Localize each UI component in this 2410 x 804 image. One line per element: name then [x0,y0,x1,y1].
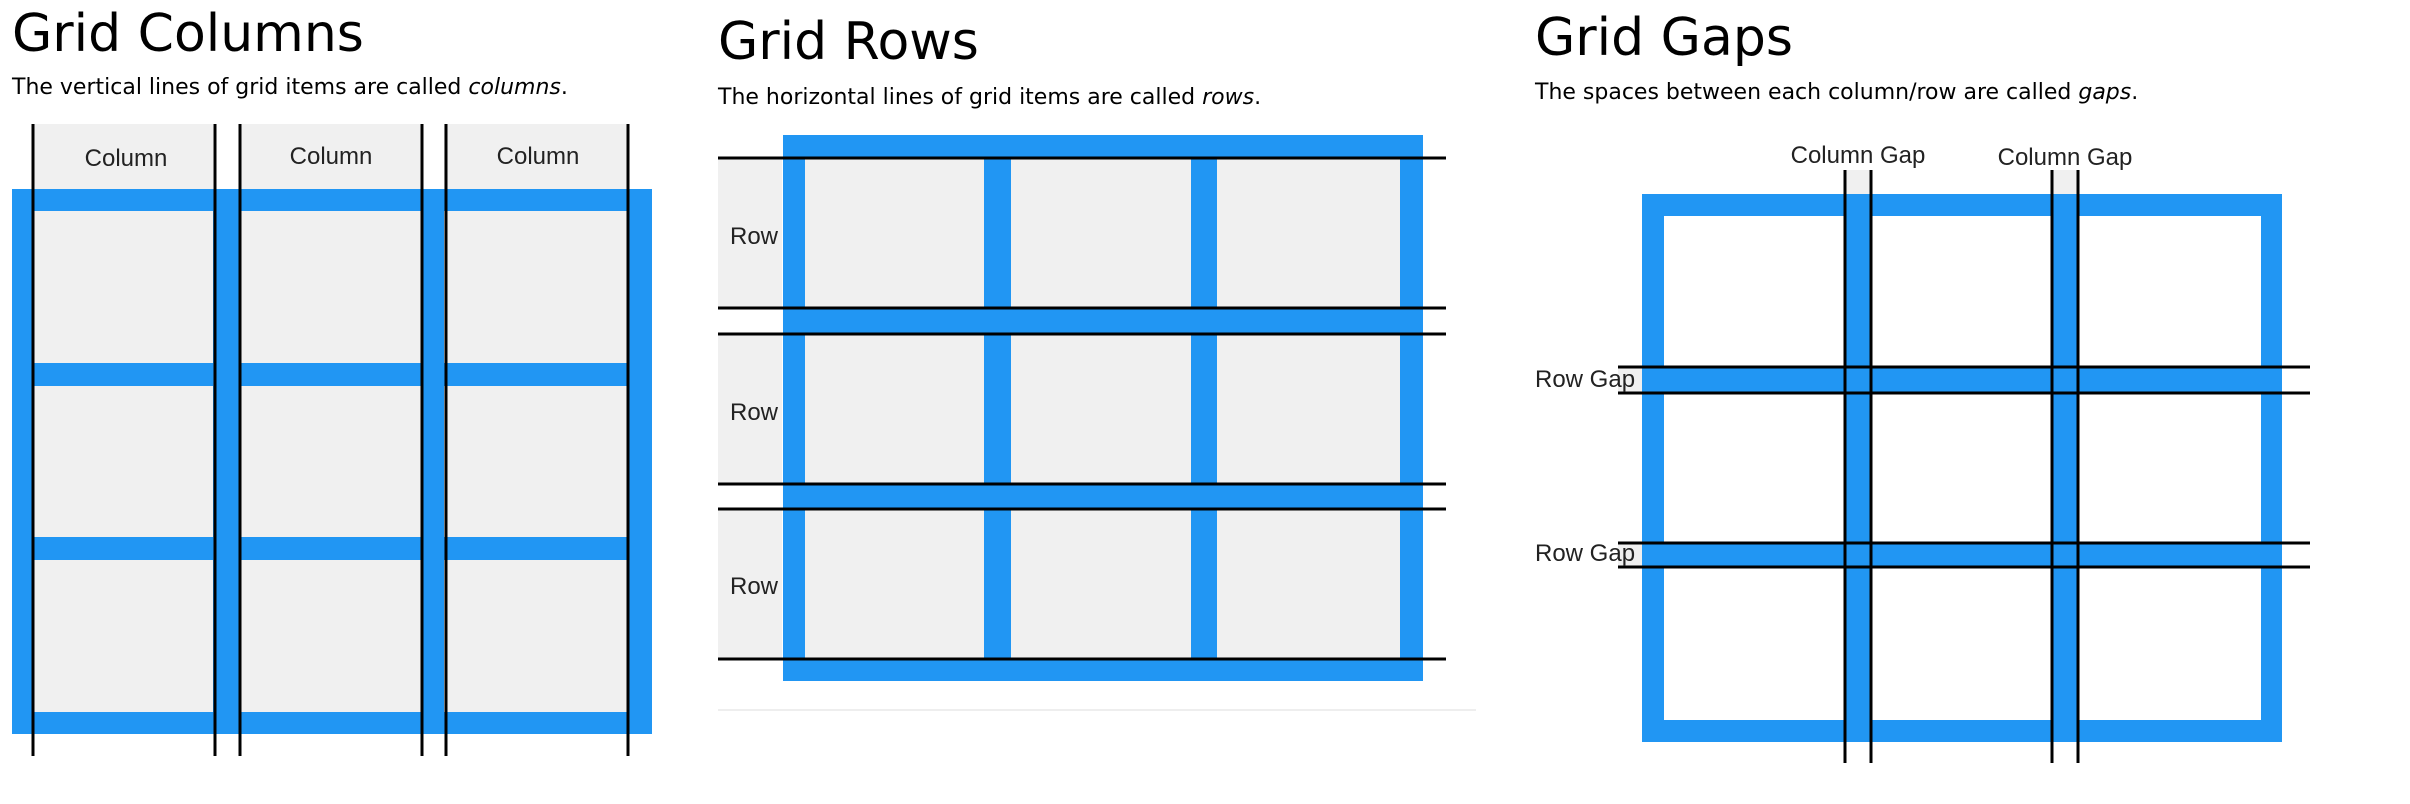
grid-columns-panel: Grid Columns The vertical lines of grid … [0,0,700,804]
column-label-bg [33,124,213,189]
panel-description: The horizontal lines of grid items are c… [718,87,1261,109]
grid-cell [2078,216,2261,367]
grid-cell [1217,334,1400,484]
column-gap-label: Column Gap [1791,142,1926,169]
grid-cell [240,560,422,712]
gaps-diagram: Column Gap Column Gap Row Gap Row Gap [1535,142,2310,763]
row-gap-highlight [1618,367,1642,393]
description-emphasis: gaps [2078,80,2132,105]
grid-cell [33,386,213,537]
panel-description: The vertical lines of grid items are cal… [12,77,568,99]
grid-cell [1664,393,1845,543]
row-label: Row [730,399,779,426]
grid-cell [240,386,422,537]
row-gap-label: Row Gap [1535,366,1635,393]
column-gap-highlight [1845,170,1871,194]
description-emphasis: columns [468,75,561,100]
grid-cell [805,334,984,484]
grid-gaps-panel: Grid Gaps The spaces between each column… [1530,0,2410,804]
grid-cell [444,386,627,537]
grid-cell [2078,393,2261,543]
column-gap-label: Column Gap [1998,144,2133,171]
panel-description: The spaces between each column/row are c… [1535,82,2138,104]
rows-diagram: Row Row Row [718,135,1476,711]
description-period: . [2131,80,2139,105]
grid-cell [1664,567,1845,720]
panel-title: Grid Columns [12,4,364,64]
grid-cell [1011,334,1191,484]
grid-cell [1871,216,2052,367]
grid-cell [2078,567,2261,720]
description-text: The vertical lines of grid items are cal… [12,75,469,100]
grid-cell [1871,393,2052,543]
grid-cell [33,211,213,363]
grid-cell [1011,158,1191,308]
grid-cell [1011,509,1191,659]
grid-cell [444,211,627,363]
grid-cell [1217,509,1400,659]
row-gap-label: Row Gap [1535,540,1635,567]
row-label-bg [718,334,782,484]
grid-cell [1664,216,1845,367]
panel-title: Grid Gaps [1535,8,1793,68]
grid-cell [444,560,627,712]
description-period: . [1254,85,1262,110]
row-label: Row [730,223,779,250]
column-label: Column [290,143,373,170]
grid-rows-panel: Grid Rows The horizontal lines of grid i… [700,0,1530,804]
row-gap-highlight [1618,543,1642,567]
grid-cell [805,158,984,308]
panel-title: Grid Rows [718,12,979,72]
column-label-bg [240,124,422,189]
grid-cell [805,509,984,659]
grid-cell [33,560,213,712]
column-label: Column [85,145,168,172]
description-emphasis: rows [1202,85,1255,110]
grid-cell [1871,567,2052,720]
row-label-bg [718,509,782,659]
row-label: Row [730,573,779,600]
columns-diagram: Column Column Column [12,124,652,756]
description-period: . [560,75,568,100]
description-text: The spaces between each column/row are c… [1535,80,2079,105]
description-text: The horizontal lines of grid items are c… [718,85,1203,110]
grid-cell [1217,158,1400,308]
grid-cell [240,211,422,363]
row-label-bg [718,158,782,308]
column-gap-highlight [2052,170,2078,194]
column-label-bg [444,124,627,189]
column-label: Column [497,143,580,170]
